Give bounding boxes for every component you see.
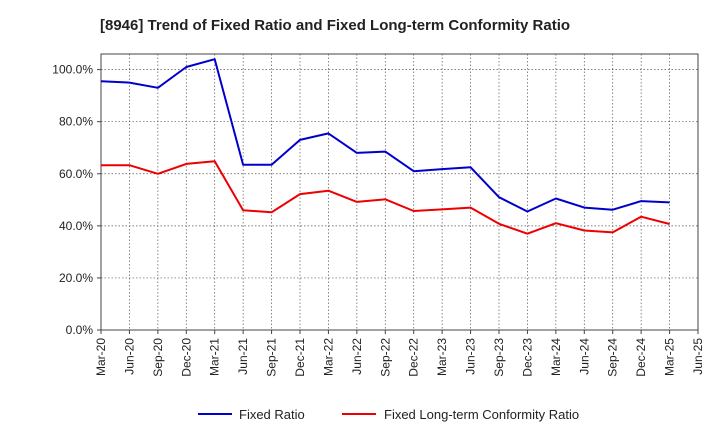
plot-frame [100, 53, 699, 331]
legend-label: Fixed Ratio [239, 407, 305, 422]
x-tick-label: Dec-24 [634, 338, 648, 377]
x-tick-label: Mar-23 [435, 338, 449, 376]
x-tick-label: Dec-22 [407, 338, 421, 377]
y-tick-label: 20.0% [59, 271, 93, 285]
series-lines [100, 58, 670, 235]
x-tick-label: Jun-24 [577, 338, 591, 375]
x-tick-label: Jun-25 [691, 338, 705, 375]
x-tick-label: Dec-21 [293, 338, 307, 377]
x-tick-label: Mar-25 [663, 338, 677, 376]
legend-label: Fixed Long-term Conformity Ratio [384, 407, 579, 422]
x-tick-label: Sep-20 [151, 338, 165, 377]
grid [101, 54, 698, 330]
x-tick-label: Mar-24 [549, 338, 563, 376]
y-tick-label: 0.0% [66, 323, 94, 337]
x-tick-label: Jun-21 [236, 338, 250, 375]
x-tick-label: Dec-23 [520, 338, 534, 377]
y-tick-label: 40.0% [59, 219, 93, 233]
x-tick-label: Mar-22 [321, 338, 335, 376]
x-tick-label: Sep-22 [378, 338, 392, 377]
x-tick-label: Jun-23 [464, 338, 478, 375]
x-tick-label: Dec-20 [179, 338, 193, 377]
x-axis: Mar-20 Jun-20 Sep-20 Dec-20 Mar-21 Jun-21 Sep-… [94, 330, 705, 377]
x-tick-label: Sep-24 [606, 338, 620, 377]
x-tick-label: Mar-20 [94, 338, 108, 376]
chart-title: [8946] Trend of Fixed Ratio and Fixed Lo… [100, 17, 570, 34]
x-tick-label: Jun-22 [350, 338, 364, 375]
legend: Fixed Ratio Fixed Long-term Conformity Ra… [198, 407, 579, 422]
x-tick-label: Sep-23 [492, 338, 506, 377]
series-line-fixed-long-term-conformity-ratio [101, 160, 670, 235]
x-tick-label: Jun-20 [122, 338, 136, 375]
y-axis: 0.0% 20.0% 40.0% 60.0% 80.0% 100.0% [52, 53, 699, 337]
x-tick-label: Sep-21 [265, 338, 279, 377]
x-tick-label: Mar-21 [208, 338, 222, 376]
y-tick-label: 80.0% [59, 115, 93, 129]
y-tick-label: 60.0% [59, 167, 93, 181]
series-line-fixed-ratio [100, 58, 670, 213]
y-tick-label: 100.0% [52, 63, 93, 77]
